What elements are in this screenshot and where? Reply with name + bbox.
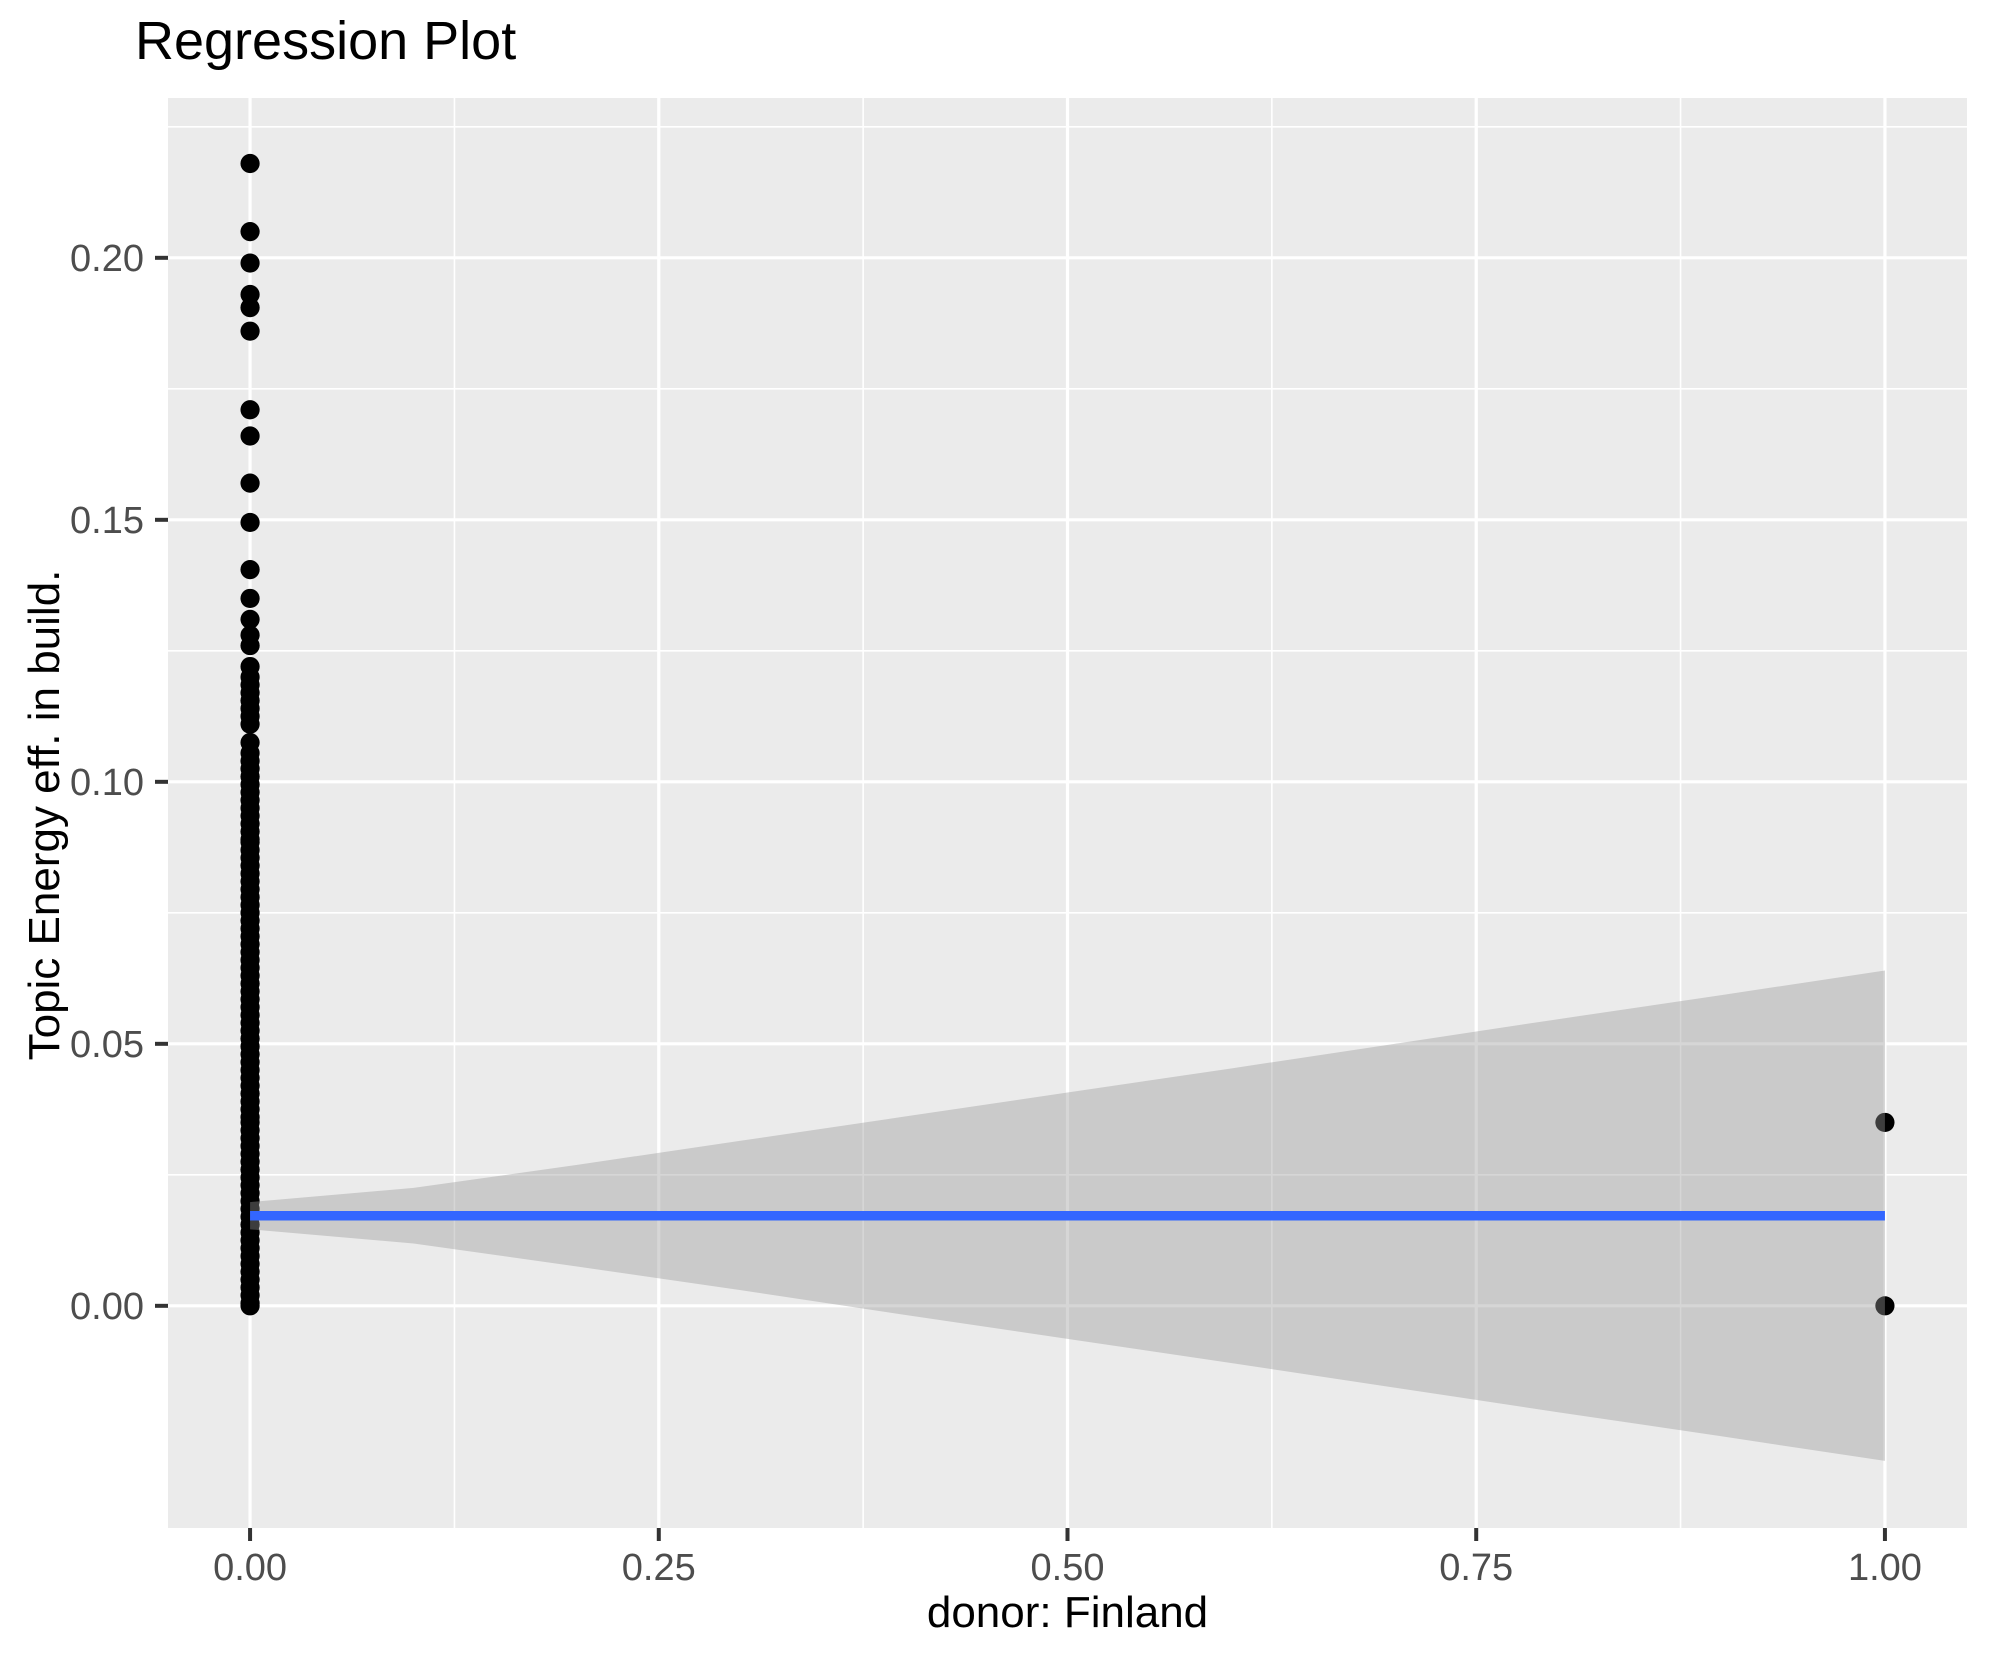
data-point [240, 473, 260, 493]
x-tick-label: 0.50 [1031, 1547, 1105, 1589]
data-point [240, 588, 260, 609]
data-point [1875, 1296, 1895, 1316]
data-point [1875, 1112, 1895, 1133]
data-point [240, 400, 260, 420]
data-point [240, 609, 260, 629]
y-tick-label: 0.15 [70, 500, 144, 542]
axis-tick-marks [155, 255, 1887, 1541]
data-point [240, 635, 260, 656]
data-point [240, 426, 260, 446]
plot-title: Regression Plot [135, 11, 517, 71]
y-axis-title: Topic Energy eff. in build. [20, 569, 69, 1061]
data-point [240, 298, 260, 318]
data-point [240, 512, 260, 533]
data-point [240, 321, 260, 341]
x-tick-label: 0.00 [213, 1547, 287, 1589]
x-axis-title: donor: Finland [926, 1588, 1209, 1637]
y-tick-label: 0.05 [70, 1024, 144, 1066]
data-point [240, 1296, 260, 1316]
scatter-points [240, 153, 1895, 1316]
data-point [240, 222, 260, 242]
y-tick-label: 0.10 [70, 762, 144, 804]
x-tick-label: 1.00 [1848, 1547, 1922, 1589]
y-tick-label: 0.20 [70, 238, 144, 280]
data-point [240, 714, 260, 734]
data-point [240, 253, 260, 273]
data-point [240, 153, 260, 174]
y-tick-label: 0.00 [70, 1286, 144, 1328]
data-point [240, 560, 260, 580]
major-gridlines [168, 98, 1967, 1528]
x-tick-label: 0.75 [1439, 1547, 1513, 1589]
x-tick-label: 0.25 [622, 1547, 696, 1589]
axis-tick-labels: 0.00 0.25 0.50 0.75 1.00 0.00 0.05 0.10 0.15 0.20 [70, 238, 1922, 1589]
